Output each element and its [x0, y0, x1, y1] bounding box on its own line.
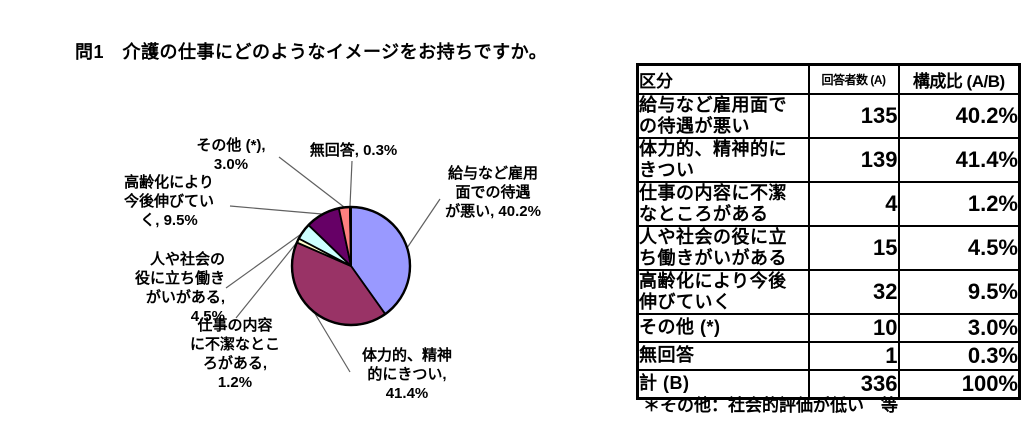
- leader-line-noanswer: [349, 160, 353, 207]
- pie-label-dirty: 仕事の内容 に不潔なとこ ろがある, 1.2%: [189, 317, 280, 391]
- header-pct: 構成比 (A/B): [897, 63, 1021, 95]
- row-pct: 4.5%: [897, 224, 1021, 271]
- pie-label-aging: 高齢化により 今後伸びてい く, 9.5%: [123, 174, 214, 229]
- row-count: 15: [807, 224, 900, 271]
- pie-label-noanswer: 無回答, 0.3%: [309, 142, 398, 159]
- row-label: 高齢化により今後 伸びていく: [636, 268, 810, 315]
- row-label: 人や社会の役に立 ち働きがいがある: [636, 224, 810, 271]
- row-pct: 3.0%: [897, 312, 1021, 343]
- total-count: 336: [807, 368, 900, 399]
- table-row: 給与など雇用面で の待遇が悪い 135 40.2%: [636, 92, 1021, 139]
- row-pct: 40.2%: [897, 92, 1021, 139]
- table-total-row: 計 (B) 336 100%: [636, 368, 1021, 399]
- row-count: 10: [807, 312, 900, 343]
- header-category: 区分: [636, 63, 810, 95]
- row-count: 1: [807, 340, 900, 371]
- leader-line-salary: [406, 198, 441, 249]
- results-table: 区分 回答者数 (A) 構成比 (A/B) 給与など雇用面で の待遇が悪い 13…: [636, 63, 1021, 400]
- leader-line-dirty: [235, 240, 299, 319]
- row-label: 無回答: [636, 340, 810, 371]
- row-label: その他 (*): [636, 312, 810, 343]
- row-label: 体力的、精神的に きつい: [636, 136, 810, 183]
- pie-slice-6: [348, 206, 352, 267]
- table-header-row: 区分 回答者数 (A) 構成比 (A/B): [636, 63, 1021, 95]
- table-row: 人や社会の役に立 ち働きがいがある 15 4.5%: [636, 224, 1021, 271]
- pie-label-society: 人や社会の 役に立ち働き がいがある, 4.5%: [134, 251, 225, 325]
- question-title: 問1 介護の仕事にどのようなイメージをお持ちですか。: [75, 42, 548, 62]
- row-count: 139: [807, 136, 900, 183]
- pie-label-salary: 給与など雇用 面での待遇 が悪い, 40.2%: [445, 165, 541, 220]
- pie-label-physical: 体力的、精神 的にきつい, 41.4%: [361, 347, 452, 402]
- table-footnote: ＊その他：社会的評価が低い 等: [643, 396, 898, 415]
- table-row: 無回答 1 0.3%: [636, 340, 1021, 371]
- header-count: 回答者数 (A): [807, 63, 900, 95]
- table-row: 体力的、精神的に きつい 139 41.4%: [636, 136, 1021, 183]
- row-count: 4: [807, 180, 900, 227]
- row-count: 32: [807, 268, 900, 315]
- pie-chart: [225, 156, 441, 373]
- table-row: 仕事の内容に不潔 なところがある 4 1.2%: [636, 180, 1021, 227]
- leader-line-society: [225, 231, 305, 289]
- row-pct: 1.2%: [897, 180, 1021, 227]
- leader-line-aging: [229, 205, 323, 215]
- row-count: 135: [807, 92, 900, 139]
- table-row: 高齢化により今後 伸びていく 32 9.5%: [636, 268, 1021, 315]
- row-pct: 0.3%: [897, 340, 1021, 371]
- pie-label-other: その他 (*), 3.0%: [196, 137, 266, 173]
- row-label: 仕事の内容に不潔 なところがある: [636, 180, 810, 227]
- row-label: 給与など雇用面で の待遇が悪い: [636, 92, 810, 139]
- leader-line-physical: [313, 311, 351, 373]
- row-pct: 9.5%: [897, 268, 1021, 315]
- total-pct: 100%: [897, 368, 1021, 399]
- row-pct: 41.4%: [897, 136, 1021, 183]
- leader-lines: [225, 156, 441, 373]
- table-row: その他 (*) 10 3.0%: [636, 312, 1021, 343]
- pie-outline: [290, 205, 412, 327]
- leader-line-other: [278, 156, 345, 208]
- pie-slices: [290, 205, 412, 327]
- total-label: 計 (B): [636, 368, 810, 399]
